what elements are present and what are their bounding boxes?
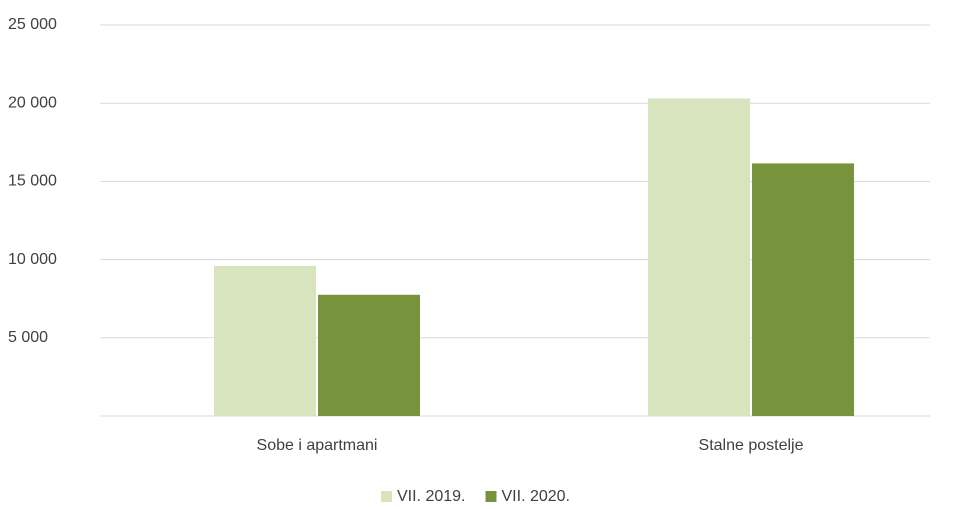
legend-label: VII. 2020. bbox=[502, 488, 571, 505]
y-tick-label: 15 000 bbox=[8, 173, 57, 190]
y-tick-label: 20 000 bbox=[8, 94, 57, 111]
bar bbox=[318, 294, 420, 416]
x-tick-label: Stalne postelje bbox=[699, 437, 804, 454]
y-tick-label: 25 000 bbox=[8, 16, 57, 33]
bar bbox=[648, 98, 750, 417]
legend-swatch bbox=[381, 491, 392, 502]
y-tick-label: 10 000 bbox=[8, 251, 57, 268]
legend-label: VII. 2019. bbox=[397, 488, 466, 505]
y-tick-label: 5 000 bbox=[8, 329, 48, 346]
bar bbox=[214, 265, 316, 416]
bar bbox=[752, 163, 854, 416]
legend-swatch bbox=[485, 491, 497, 502]
x-tick-label: Sobe i apartmani bbox=[257, 437, 378, 454]
